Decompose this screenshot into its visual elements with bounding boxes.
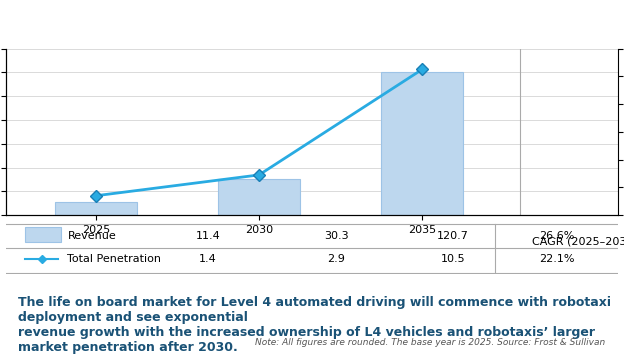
Text: 10.5: 10.5 <box>441 255 465 264</box>
Text: The life on board market for Level 4 automated driving will commence with robota: The life on board market for Level 4 aut… <box>19 296 612 354</box>
Text: 11.4: 11.4 <box>196 231 220 241</box>
Text: 1.4: 1.4 <box>199 255 217 264</box>
Bar <box>218 179 300 215</box>
Text: Total Penetration: Total Penetration <box>67 255 162 264</box>
Bar <box>381 72 463 215</box>
Text: 22.1%: 22.1% <box>539 255 574 264</box>
Text: 30.3: 30.3 <box>324 231 349 241</box>
Bar <box>55 201 137 215</box>
Text: 120.7: 120.7 <box>437 231 469 241</box>
Text: Life on Board: Revenue and Penetration Unit Forecast, Global, 2025, 2030, and 20: Life on Board: Revenue and Penetration U… <box>0 19 624 33</box>
Text: 2.9: 2.9 <box>328 255 346 264</box>
Text: Note: All figures are rounded. The base year is 2025. Source: Frost & Sullivan: Note: All figures are rounded. The base … <box>255 338 605 347</box>
Text: 26.6%: 26.6% <box>539 231 574 241</box>
Text: Revenue: Revenue <box>67 231 116 241</box>
FancyBboxPatch shape <box>24 227 61 242</box>
Text: CAGR (2025–2035): CAGR (2025–2035) <box>532 237 624 247</box>
